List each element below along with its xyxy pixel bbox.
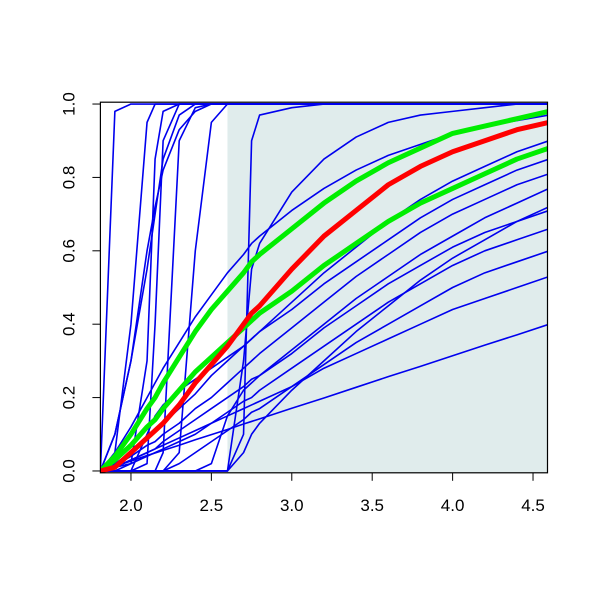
curve (100, 145, 548, 473)
x-tick-label: 2.5 (200, 496, 224, 515)
y-tick-label: 0.2 (59, 386, 78, 410)
x-tick-label: 3.5 (360, 496, 384, 515)
axes: 2.0 2.5 3.0 3.5 4.0 4.5 0.0 0.2 0.4 0.6 0.8 1.0 (59, 92, 549, 515)
x-tick-label: 4.5 (521, 496, 545, 515)
y-tick-label: 1.0 (59, 92, 78, 116)
plot-frame (99, 101, 549, 474)
curve (100, 120, 548, 473)
curve (100, 173, 548, 472)
y-tick-label: 0.0 (59, 459, 78, 483)
y-tick-label: 0.8 (59, 166, 78, 190)
curve (100, 210, 548, 472)
x-tick-label: 3.0 (280, 496, 304, 515)
y-tick-label: 0.6 (59, 239, 78, 263)
y-tick-label: 0.4 (59, 312, 78, 336)
curve (100, 228, 548, 472)
x-tick-label: 2.0 (119, 496, 143, 515)
curve (100, 109, 548, 473)
x-tick-label: 4.0 (441, 496, 465, 515)
plot-area (100, 102, 548, 473)
curve (100, 103, 548, 472)
